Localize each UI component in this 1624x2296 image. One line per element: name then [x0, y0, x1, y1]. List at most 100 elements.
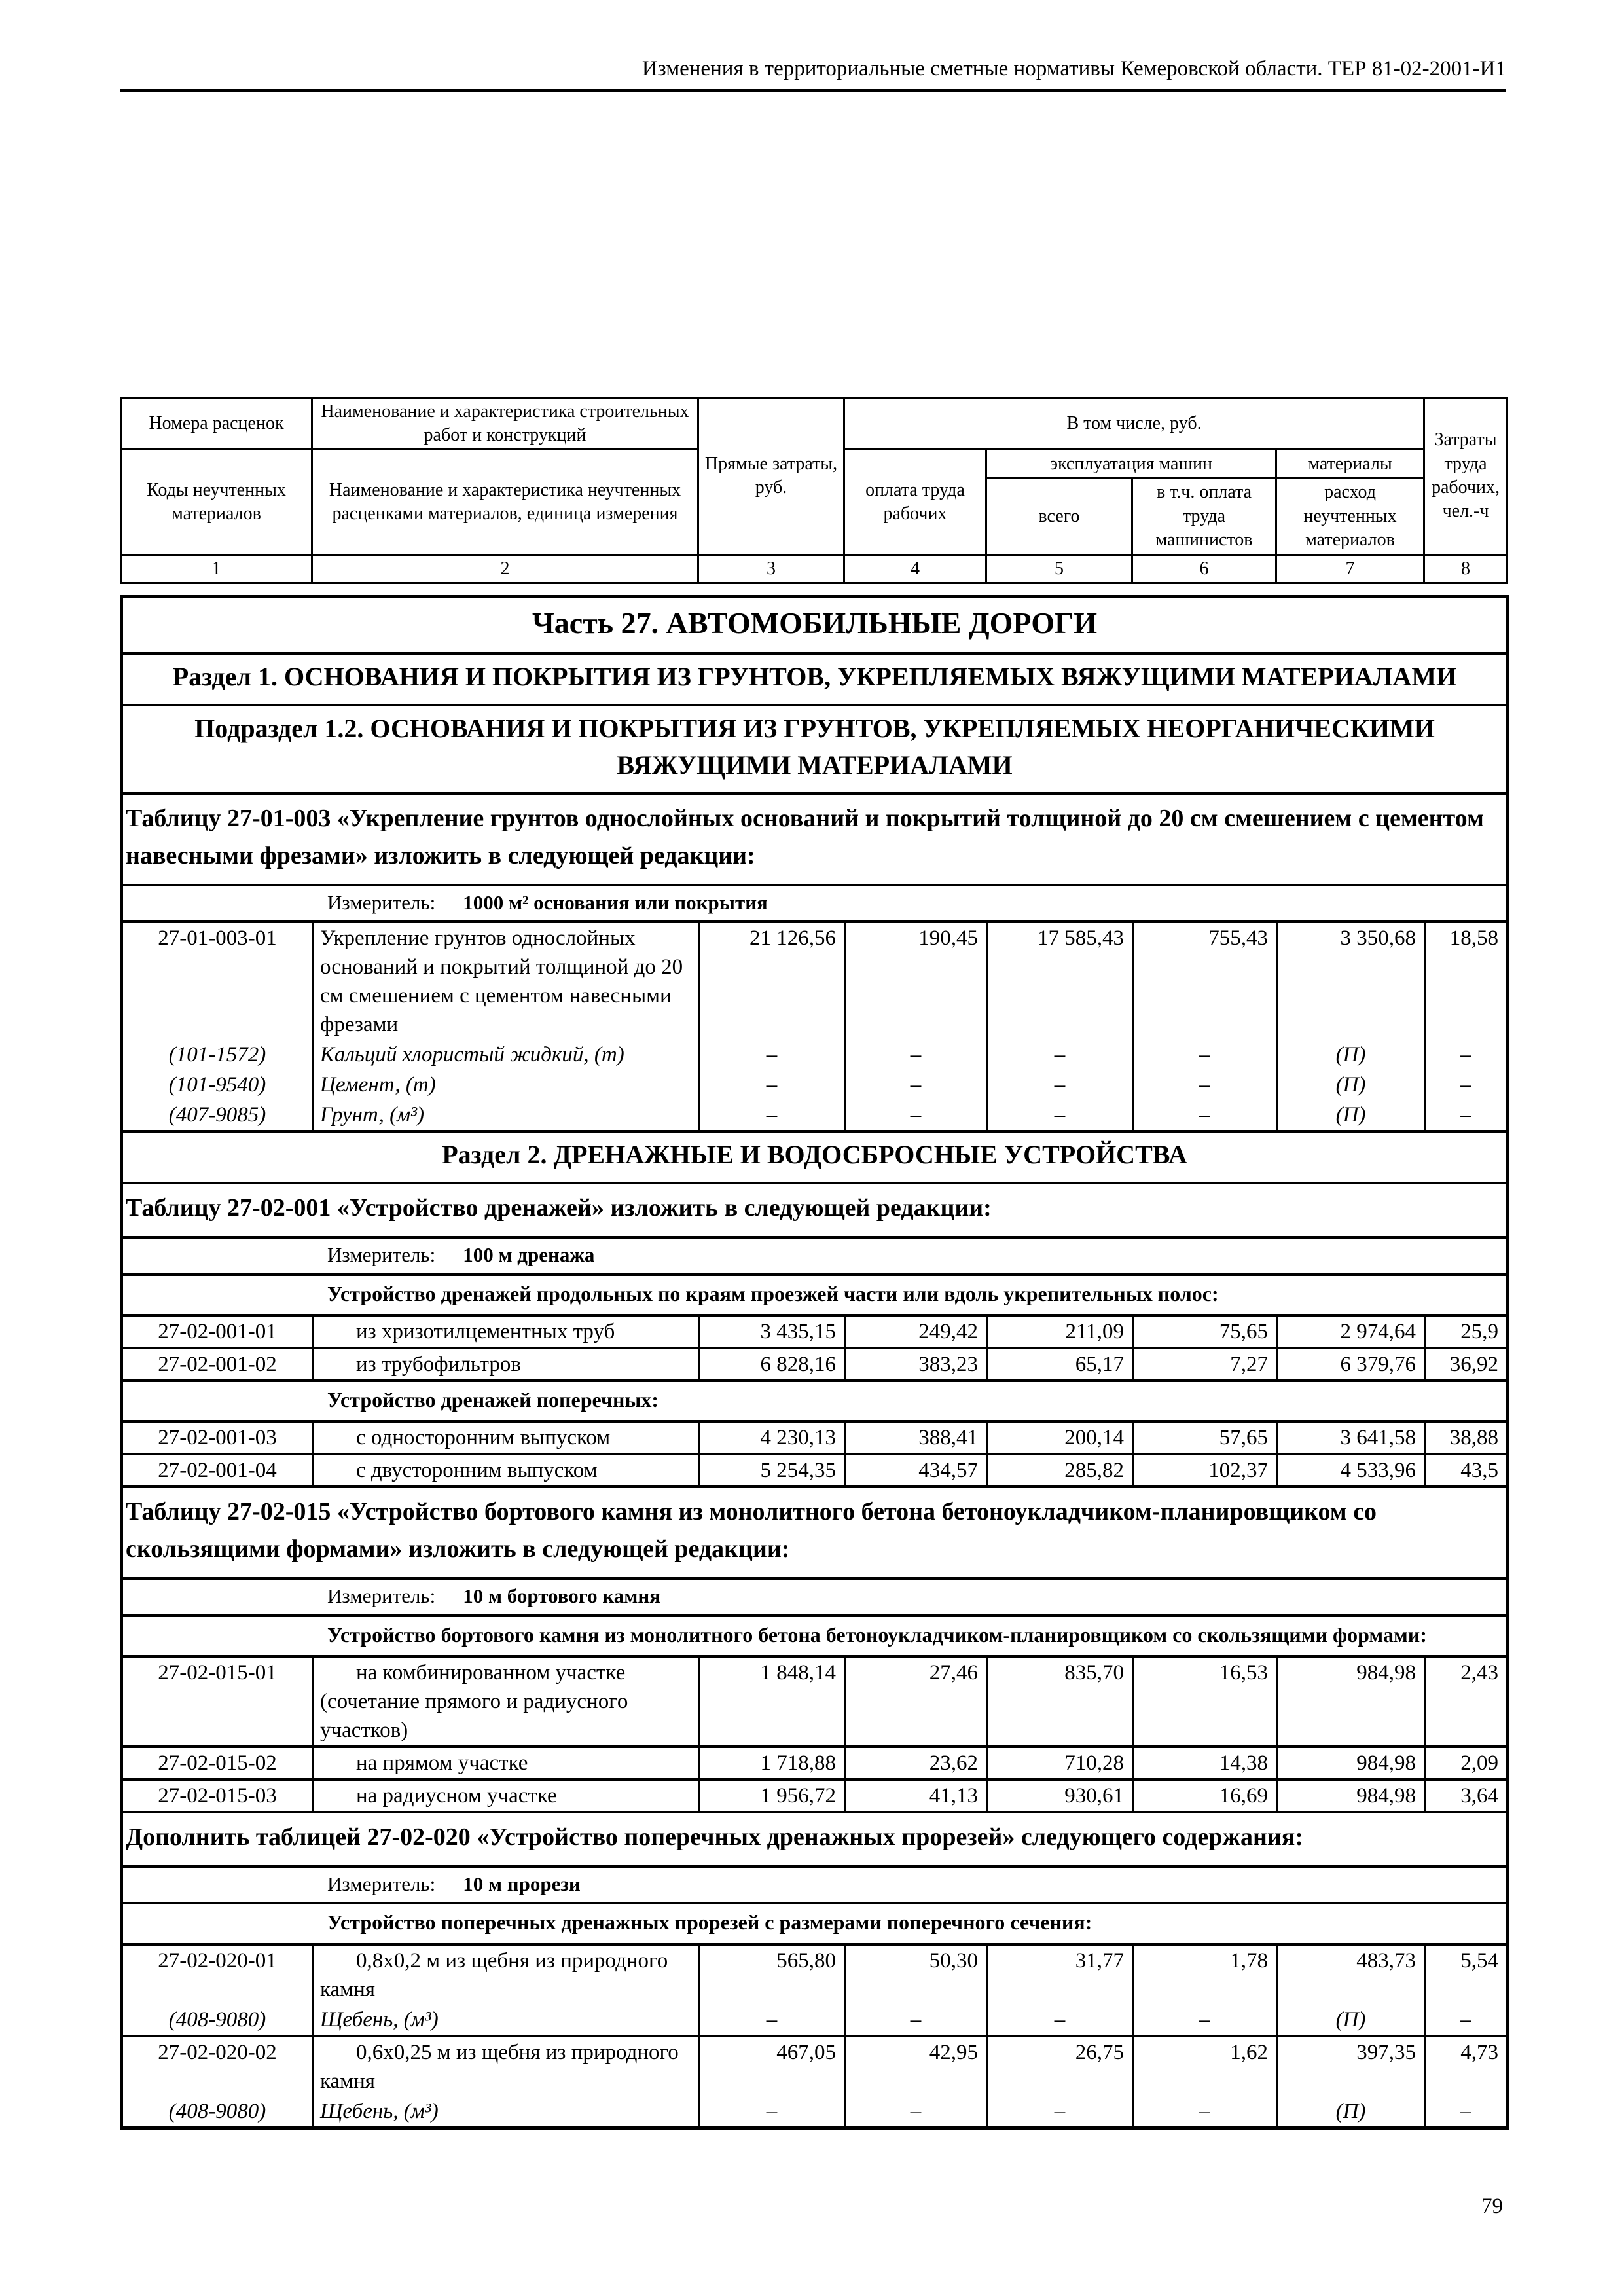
material-name: Цемент, (т) [312, 1070, 700, 1101]
section-2-title: Раздел 2. ДРЕНАЖНЫЕ И ВОДОСБРОСНЫЕ УСТРО… [121, 1130, 1508, 1184]
table-row: 27-02-001-01 из хризотилцементных труб 3… [120, 1313, 1509, 1348]
amendment-note-27-02-001: Таблицу 27-02-001 «Устройство дренажей» … [121, 1182, 1508, 1238]
header-row-numbers: 1 2 3 4 5 6 7 8 [120, 553, 1509, 584]
machines-total-value: 285,82 [986, 1453, 1134, 1487]
drivers-pay-value: 7,27 [1132, 1346, 1278, 1381]
section-title-row: Раздел 1. ОСНОВАНИЯ И ПОКРЫТИЯ ИЗ ГРУНТО… [121, 651, 1508, 705]
rate-code: 27-02-015-03 [120, 1777, 314, 1812]
materials-value: 3 641,58 [1276, 1420, 1426, 1455]
machines-total-value: 200,14 [986, 1420, 1134, 1455]
group-heading-row: Устройство дренажей поперечных: [121, 1379, 1508, 1422]
labour-costs-value: 36,92 [1423, 1346, 1509, 1381]
direct-costs-value: 21 126,56 [698, 920, 846, 1040]
dash-value: – [698, 1100, 846, 1132]
project-value: (П) [1276, 2096, 1426, 2128]
workers-pay-value: 383,23 [844, 1346, 988, 1381]
measure-row: Измеритель: 10 м прорези [121, 1865, 1508, 1904]
material-code: (101-9540) [120, 1070, 314, 1101]
measure-row: Измеритель: 100 м дренажа [121, 1236, 1508, 1275]
machines-total-value: 65,17 [986, 1346, 1134, 1381]
col-header-including: В том числе, руб. [842, 396, 1426, 451]
labour-costs-value: 18,58 [1423, 920, 1509, 1040]
drivers-pay-value: 14,38 [1132, 1745, 1278, 1779]
col-number-7: 7 [1274, 553, 1426, 584]
materials-value: 984,98 [1276, 1777, 1426, 1812]
machines-total-value: 31,77 [986, 1942, 1134, 2005]
workers-pay-value: 388,41 [844, 1420, 988, 1455]
measure-row: Измеритель: 10 м бортового камня [121, 1577, 1508, 1616]
material-code: (408-9080) [120, 2004, 314, 2036]
rate-code: 27-02-020-02 [120, 2034, 314, 2096]
material-row: (408-9080) Щебень, (м³) – – – – (П) – [120, 2096, 1509, 2128]
subsection-1-2-title: Подраздел 1.2. ОСНОВАНИЯ И ПОКРЫТИЯ ИЗ Г… [121, 703, 1508, 794]
dash-value: – [1132, 2096, 1278, 2128]
rate-code: 27-02-001-03 [120, 1420, 314, 1455]
dash-value: – [844, 1040, 988, 1070]
direct-costs-value: 1 718,88 [698, 1745, 846, 1779]
table-row: 27-02-001-02 из трубофильтров 6 828,16 3… [120, 1346, 1509, 1381]
measure-value: 10 м бортового камня [463, 1584, 660, 1608]
rate-code: 27-02-015-01 [120, 1654, 314, 1747]
col-header-workers-pay: оплата труда рабочих [843, 448, 987, 556]
materials-value: 397,35 [1276, 2034, 1426, 2096]
table-row: 27-02-001-04 с двусторонним выпуском 5 2… [120, 1453, 1509, 1487]
labour-costs-value: 2,09 [1423, 1745, 1509, 1779]
rate-code: 27-02-020-01 [120, 1942, 314, 2005]
col-number-8: 8 [1423, 553, 1509, 584]
table-row: 27-01-003-01 Укрепление грунтов однослой… [120, 920, 1509, 1040]
workers-pay-value: 190,45 [844, 920, 988, 1040]
measure-label: Измеритель: [327, 891, 436, 915]
project-value: (П) [1276, 2004, 1426, 2036]
work-description: на прямом участке [312, 1745, 700, 1779]
drivers-pay-value: 16,53 [1132, 1654, 1278, 1747]
direct-costs-value: 5 254,35 [698, 1453, 846, 1487]
direct-costs-value: 3 435,15 [698, 1313, 846, 1348]
amendment-note-row: Таблицу 27-02-001 «Устройство дренажей» … [121, 1182, 1508, 1238]
rates-body-table: Часть 27. АВТОМОБИЛЬНЫЕ ДОРОГИ Раздел 1.… [120, 594, 1510, 2130]
labour-costs-value: 3,64 [1423, 1777, 1509, 1812]
amendment-note-row: Таблицу 27-01-003 «Укрепление грунтов од… [121, 792, 1508, 886]
material-row: (408-9080) Щебень, (м³) – – – – (П) – [120, 2004, 1509, 2036]
dash-value: – [844, 2004, 988, 2036]
rate-code: 27-02-015-02 [120, 1745, 314, 1779]
labour-costs-value: 38,88 [1423, 1420, 1509, 1455]
dash-value: – [698, 1040, 846, 1070]
materials-value: 3 350,68 [1276, 920, 1426, 1040]
dash-value: – [1423, 1070, 1509, 1101]
table-row: 27-02-020-01 0,8х0,2 м из щебня из приро… [120, 1942, 1509, 2005]
header-row-2: Коды неучтенных материалов Наименование … [120, 448, 1507, 556]
machines-total-value: 26,75 [986, 2034, 1134, 2096]
dash-value: – [1423, 2004, 1509, 2036]
group-heading: Устройство дренажей продольных по краям … [121, 1273, 1508, 1315]
col-header-machines-total: всего [985, 477, 1133, 556]
drivers-pay-value: 1,62 [1132, 2034, 1278, 2096]
drivers-pay-value: 16,69 [1132, 1777, 1278, 1812]
dash-value: – [986, 2096, 1134, 2128]
dash-value: – [986, 1040, 1134, 1070]
direct-costs-value: 565,80 [698, 1942, 846, 2005]
col-header-machines: эксплуатация машин [985, 448, 1277, 480]
col-number-2: 2 [311, 553, 699, 584]
measure-value: 100 м дренажа [463, 1243, 595, 1267]
amendment-note-27-02-020: Дополнить таблицей 27-02-020 «Устройство… [121, 1810, 1508, 1867]
dash-value: – [844, 1070, 988, 1101]
direct-costs-value: 467,05 [698, 2034, 846, 2096]
col-number-3: 3 [697, 553, 845, 584]
col-header-material-codes: Коды неучтенных материалов [120, 448, 313, 556]
materials-value: 483,73 [1276, 1942, 1426, 2005]
measure-label: Измеритель: [327, 1584, 436, 1608]
project-value: (П) [1276, 1100, 1426, 1132]
col-header-materials: материалы [1274, 448, 1426, 480]
workers-pay-value: 27,46 [844, 1654, 988, 1747]
dash-value: – [986, 2004, 1134, 2036]
drivers-pay-value: 75,65 [1132, 1313, 1278, 1348]
drivers-pay-value: 57,65 [1132, 1420, 1278, 1455]
project-value: (П) [1276, 1040, 1426, 1070]
workers-pay-value: 434,57 [844, 1453, 988, 1487]
drivers-pay-value: 102,37 [1132, 1453, 1278, 1487]
col-number-6: 6 [1131, 553, 1277, 584]
measure-row: Измеритель: 1000 м² основания или покрыти… [121, 884, 1508, 922]
work-description: 0,8х0,2 м из щебня из природного камня [312, 1942, 700, 2005]
work-description: 0,6х0,25 м из щебня из природного камня [312, 2034, 700, 2096]
